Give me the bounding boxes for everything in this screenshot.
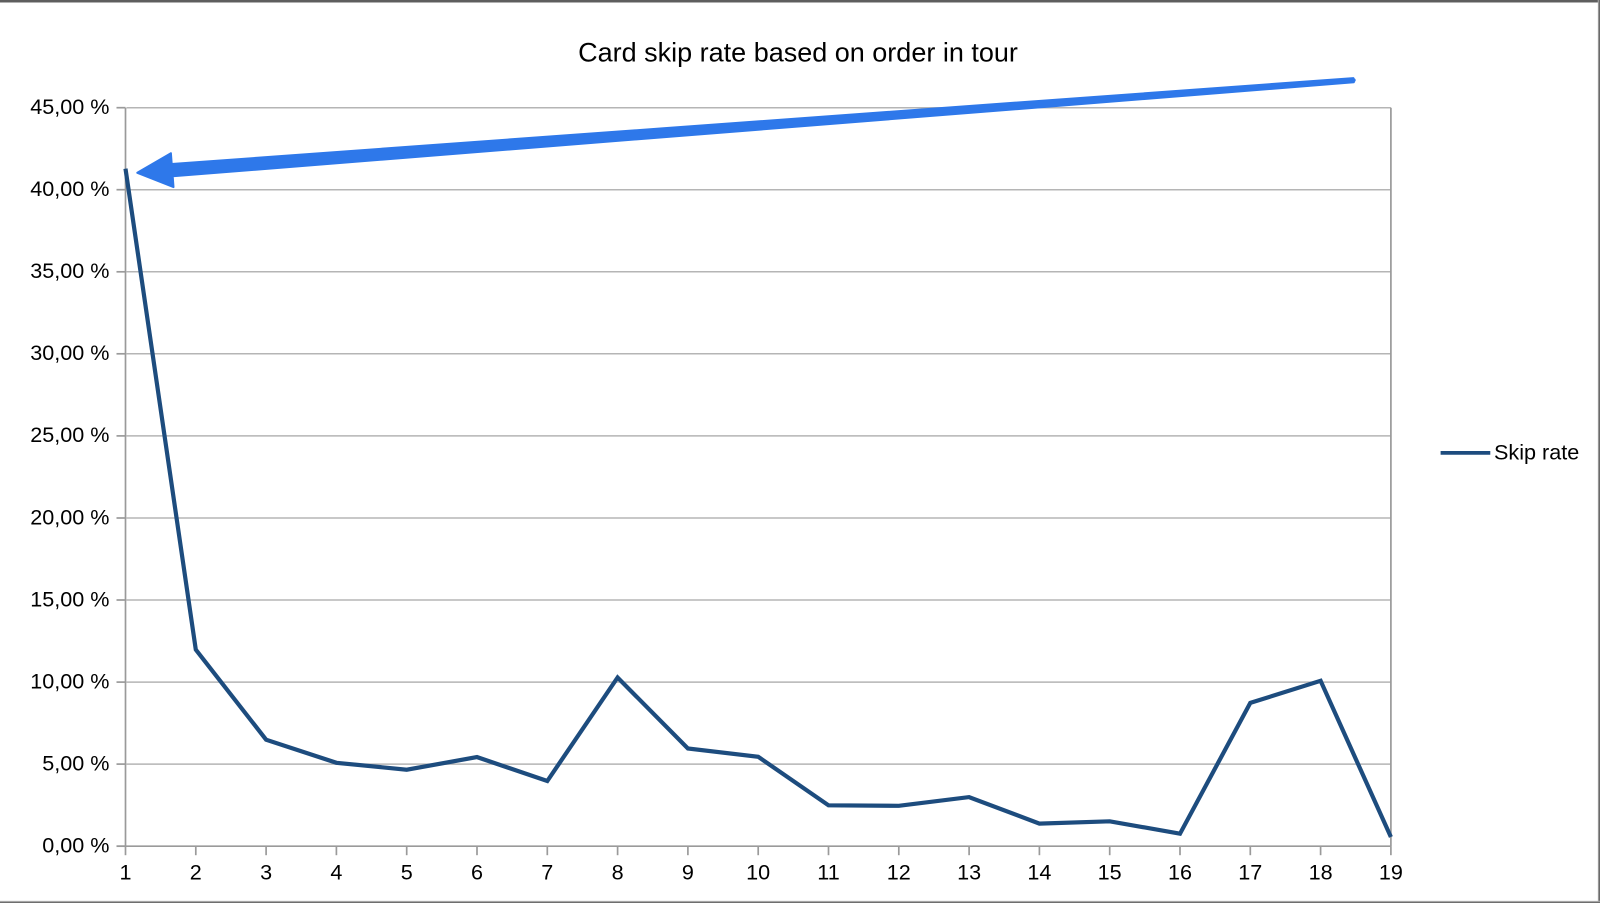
svg-text:0,00 %: 0,00 % — [42, 833, 109, 858]
svg-text:11: 11 — [817, 860, 839, 885]
svg-text:35,00 %: 35,00 % — [30, 258, 109, 283]
svg-text:10: 10 — [746, 860, 770, 885]
svg-text:19: 19 — [1379, 860, 1403, 885]
svg-text:12: 12 — [887, 860, 911, 885]
svg-text:5,00 %: 5,00 % — [42, 750, 109, 775]
svg-text:8: 8 — [612, 860, 624, 885]
svg-text:45,00 %: 45,00 % — [30, 94, 109, 119]
svg-text:3: 3 — [260, 860, 272, 885]
svg-text:1: 1 — [119, 860, 131, 885]
svg-text:15: 15 — [1098, 860, 1122, 885]
svg-text:2: 2 — [190, 860, 202, 885]
svg-text:30,00 %: 30,00 % — [30, 340, 109, 365]
svg-text:18: 18 — [1309, 860, 1333, 885]
svg-text:13: 13 — [957, 860, 981, 885]
svg-text:10,00 %: 10,00 % — [30, 668, 109, 693]
svg-text:5: 5 — [401, 860, 413, 885]
svg-text:20,00 %: 20,00 % — [30, 504, 109, 529]
svg-text:Skip rate: Skip rate — [1494, 439, 1579, 464]
svg-text:16: 16 — [1168, 860, 1192, 885]
svg-text:4: 4 — [330, 860, 342, 885]
svg-text:25,00 %: 25,00 % — [30, 422, 109, 447]
svg-text:40,00 %: 40,00 % — [30, 176, 109, 201]
svg-text:6: 6 — [471, 860, 483, 885]
svg-text:7: 7 — [541, 860, 553, 885]
svg-text:14: 14 — [1027, 860, 1051, 885]
svg-text:9: 9 — [682, 860, 694, 885]
svg-text:Card skip rate based on order: Card skip rate based on order in tour — [578, 38, 1018, 68]
svg-text:17: 17 — [1238, 860, 1262, 885]
svg-text:15,00 %: 15,00 % — [30, 586, 109, 611]
